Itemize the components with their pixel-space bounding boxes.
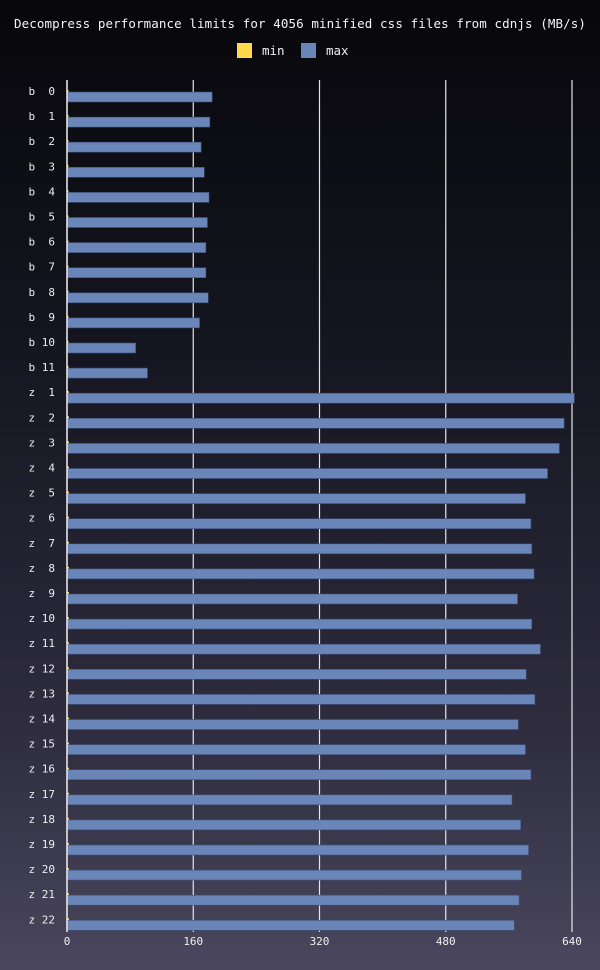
bar-max	[66, 618, 533, 630]
chart-title: Decompress performance limits for 4056 m…	[14, 16, 586, 31]
y-tick-label: z 12	[29, 662, 56, 675]
x-tick-label: 320	[310, 935, 330, 948]
y-tick-label: z 5	[29, 487, 56, 500]
bar-max	[66, 894, 520, 906]
y-tick-label: z 9	[29, 587, 56, 600]
bar-max	[66, 643, 541, 655]
y-tick-label: z 3	[29, 436, 56, 449]
y-tick-label: z 6	[29, 512, 56, 525]
y-tick-label: z 1	[29, 386, 56, 399]
y-tick-label: z 2	[29, 411, 56, 424]
bar-max	[66, 91, 213, 103]
y-tick-label: b 0	[29, 85, 56, 98]
bar-max	[66, 568, 535, 580]
x-tick-label: 160	[183, 935, 203, 948]
y-tick-label: b 5	[29, 211, 56, 224]
bar-max	[66, 744, 526, 755]
y-tick-label: z 8	[29, 562, 56, 575]
bar-max	[66, 769, 532, 781]
bar-max	[66, 392, 575, 404]
y-tick-label: z 19	[29, 838, 56, 851]
y-tick-label: b 1	[29, 110, 56, 123]
bar-max	[66, 367, 148, 379]
y-tick-label: z 16	[29, 763, 56, 776]
legend-swatch-max	[301, 42, 316, 58]
y-tick-label: z 20	[29, 863, 56, 876]
y-tick-label: z 7	[29, 537, 56, 550]
bar-max	[66, 919, 515, 931]
bar-max	[66, 694, 536, 705]
y-tick-label: z 21	[29, 888, 56, 901]
bar-max	[66, 167, 205, 178]
y-tick-label: b 10	[29, 336, 56, 349]
bar-max	[66, 543, 533, 555]
y-tick-label: z 11	[29, 637, 56, 650]
y-tick-label: b 9	[29, 311, 56, 324]
legend-swatch-min	[237, 42, 252, 58]
bar-max	[66, 794, 513, 806]
legend: min max	[0, 41, 600, 59]
y-tick-label: b 3	[29, 160, 56, 173]
y-tick-label: b 11	[29, 361, 56, 374]
bar-max	[66, 493, 526, 504]
bar-max	[66, 417, 565, 429]
y-tick-label: z 4	[29, 462, 56, 475]
y-tick-label: b 4	[29, 185, 56, 198]
bar-max	[66, 468, 548, 479]
bar-max	[66, 518, 532, 530]
bar-max	[66, 267, 207, 279]
legend-label-min: min	[262, 42, 285, 58]
y-tick-label: z 15	[29, 738, 56, 751]
bar-max	[66, 819, 522, 831]
bar-max	[66, 292, 209, 304]
bar-max	[66, 869, 522, 881]
y-tick-label: z 22	[29, 913, 56, 926]
y-tick-label: z 13	[29, 687, 56, 700]
bar-max	[66, 192, 210, 203]
y-tick-label: z 14	[29, 713, 56, 726]
y-tick-label: b 6	[29, 236, 56, 249]
bar-max	[66, 443, 560, 454]
x-tick-label: 640	[562, 935, 582, 948]
legend-item-max[interactable]: max	[301, 41, 349, 59]
bar-max	[66, 116, 211, 128]
legend-item-min[interactable]: min	[237, 41, 285, 59]
bar-max	[66, 317, 200, 329]
y-tick-label: z 10	[29, 612, 56, 625]
bar-max	[66, 141, 202, 153]
x-tick-label: 0	[64, 935, 71, 948]
bar-max	[66, 844, 529, 856]
bar-max	[66, 668, 527, 680]
x-tick-label: 480	[436, 935, 456, 948]
bar-max	[66, 242, 207, 253]
y-tick-label: b 7	[29, 261, 56, 274]
y-tick-label: b 2	[29, 135, 56, 148]
bar-max	[66, 719, 519, 730]
bar-max	[66, 593, 518, 605]
bar-max	[66, 217, 208, 228]
bar-max	[66, 342, 136, 354]
y-tick-label: z 17	[29, 788, 56, 801]
legend-label-max: max	[326, 42, 349, 58]
y-tick-label: z 18	[29, 813, 56, 826]
y-tick-label: b 8	[29, 286, 56, 299]
